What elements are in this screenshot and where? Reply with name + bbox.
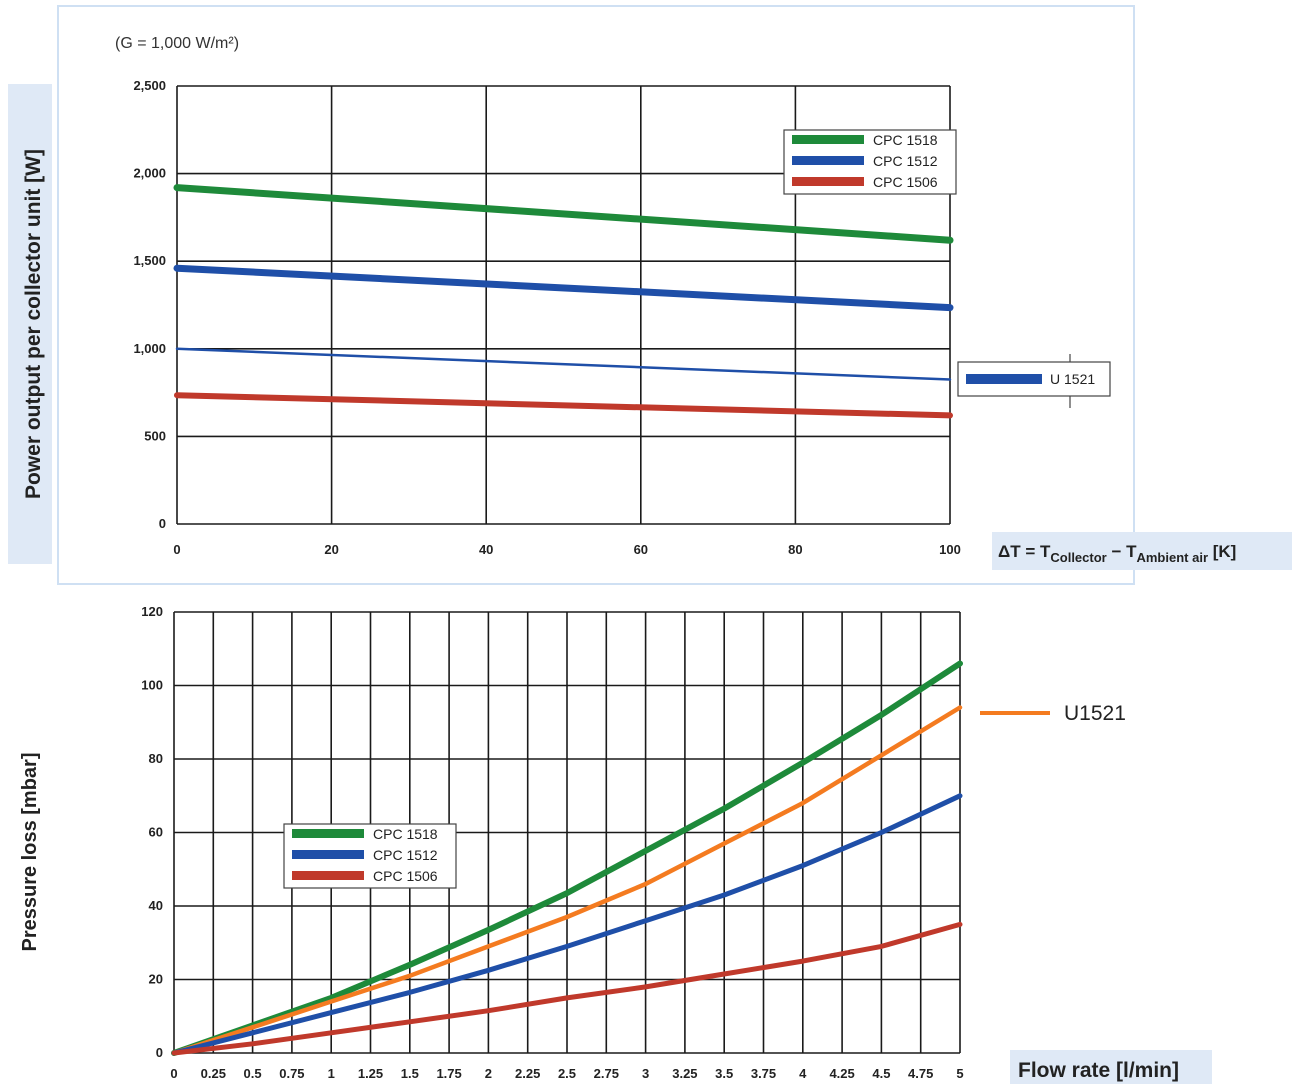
series-line-cpc-1506 bbox=[174, 392, 953, 419]
top-panel-frame bbox=[57, 5, 1135, 585]
y-tick-label: 60 bbox=[149, 825, 163, 840]
top-ylabel-bg bbox=[8, 84, 52, 564]
top-xlabel-bg bbox=[992, 532, 1292, 570]
series-line-u-1521 bbox=[175, 347, 952, 381]
x-tick-label: 2 bbox=[485, 1066, 492, 1081]
x-tick-label: 0.25 bbox=[201, 1066, 226, 1081]
x-tick-label: 1.5 bbox=[401, 1066, 419, 1081]
y-tick-label: 2,500 bbox=[133, 78, 166, 93]
y-tick-label: 1,000 bbox=[133, 341, 166, 356]
legend-swatch-cpc1512 bbox=[792, 156, 864, 165]
x-tick-label: 4.5 bbox=[872, 1066, 890, 1081]
power-output-chart: (G = 1,000 W/m²) 0 20 40 60 80 100 0 500 1,000 1,… bbox=[8, 5, 1292, 585]
y-tick-label: 2,000 bbox=[133, 166, 166, 181]
x-tick-label: 0.75 bbox=[279, 1066, 304, 1081]
legend-swatch-u1521 bbox=[966, 374, 1042, 384]
legend-label-u1521: U 1521 bbox=[1050, 371, 1095, 387]
legend-swatch-cpc1518 bbox=[792, 135, 864, 144]
legend-label-cpc1506: CPC 1506 bbox=[873, 174, 938, 190]
series-line-u1521 bbox=[171, 705, 963, 1056]
bottom-series-group bbox=[171, 660, 963, 1056]
bottom-legend: CPC 1518 CPC 1512 CPC 1506 bbox=[283, 823, 457, 889]
top-legend: CPC 1518 CPC 1512 CPC 1506 bbox=[783, 129, 957, 195]
x-tick-label: 4.75 bbox=[908, 1066, 933, 1081]
x-tick-label: 3.75 bbox=[751, 1066, 776, 1081]
legend2-label-u1521: U1521 bbox=[1064, 702, 1126, 725]
x-tick-label: 3.25 bbox=[672, 1066, 697, 1081]
pressure-loss-chart: 0 0.25 0.5 0.75 1 1.25 1.5 1.75 2 2.25 2.5 2.75 3 3.2… bbox=[19, 604, 1212, 1084]
legend-label-cpc1518: CPC 1518 bbox=[873, 132, 938, 148]
legend2-label-cpc1518: CPC 1518 bbox=[373, 826, 438, 842]
y-tick-label: 80 bbox=[149, 751, 163, 766]
bottom-tick-labels: 0 0.25 0.5 0.75 1 1.25 1.5 1.75 2 2.25 2.5 2.75 3 3.2… bbox=[141, 604, 963, 1081]
x-tick-label: 4 bbox=[799, 1066, 807, 1081]
series-line-cpc-1512 bbox=[171, 793, 963, 1056]
x-tick-label: 5 bbox=[956, 1066, 963, 1081]
legend2-label-cpc1506: CPC 1506 bbox=[373, 868, 438, 884]
legend-swatch-cpc1506 bbox=[792, 177, 864, 186]
x-tick-label: 20 bbox=[324, 542, 338, 557]
series-line-cpc-1518 bbox=[171, 660, 963, 1056]
x-tick-label: 0 bbox=[173, 542, 180, 557]
x-tick-label: 2.75 bbox=[594, 1066, 619, 1081]
x-tick-label: 100 bbox=[939, 542, 961, 557]
bottom-legend-u1521: U1521 bbox=[980, 702, 1126, 725]
x-tick-label: 40 bbox=[479, 542, 493, 557]
y-tick-label: 0 bbox=[159, 516, 166, 531]
y-tick-label: 120 bbox=[141, 604, 163, 619]
top-tick-labels: 0 20 40 60 80 100 0 500 1,000 1,500 2,000 2,500 bbox=[133, 78, 960, 557]
x-tick-label: 4.25 bbox=[829, 1066, 854, 1081]
top-y-axis-title: Power output per collector unit [W] bbox=[22, 149, 45, 499]
y-tick-label: 20 bbox=[149, 972, 163, 987]
legend2-swatch-cpc1512 bbox=[292, 850, 364, 859]
top-series-group bbox=[173, 184, 954, 419]
y-tick-label: 500 bbox=[144, 428, 166, 443]
x-tick-label: 60 bbox=[634, 542, 648, 557]
x-tick-label: 1 bbox=[328, 1066, 335, 1081]
top-x-axis-title: ΔT = TCollector − TAmbient air [K] bbox=[998, 542, 1236, 565]
bottom-x-axis-title: Flow rate [l/min] bbox=[1018, 1059, 1179, 1082]
legend-label-cpc1512: CPC 1512 bbox=[873, 153, 938, 169]
y-tick-label: 100 bbox=[141, 678, 163, 693]
legend2-swatch-cpc1518 bbox=[292, 829, 364, 838]
y-tick-label: 1,500 bbox=[133, 253, 166, 268]
legend2-swatch-cpc1506 bbox=[292, 871, 364, 880]
y-tick-label: 0 bbox=[156, 1045, 163, 1060]
irradiance-note: (G = 1,000 W/m²) bbox=[115, 35, 239, 52]
y-tick-label: 40 bbox=[149, 898, 163, 913]
top-legend-u1521: U 1521 bbox=[957, 354, 1111, 408]
bottom-xlabel-bg bbox=[1010, 1050, 1212, 1084]
x-tick-label: 1.25 bbox=[358, 1066, 383, 1081]
bottom-y-axis-title: Pressure loss [mbar] bbox=[19, 753, 41, 952]
x-tick-label: 3.5 bbox=[715, 1066, 733, 1081]
x-tick-label: 1.75 bbox=[436, 1066, 461, 1081]
x-tick-label: 0 bbox=[170, 1066, 177, 1081]
bottom-grid bbox=[173, 611, 961, 1054]
x-tick-label: 80 bbox=[788, 542, 802, 557]
x-tick-label: 0.5 bbox=[244, 1066, 262, 1081]
series-line-cpc-1518 bbox=[173, 184, 954, 244]
x-tick-label: 3 bbox=[642, 1066, 649, 1081]
series-line-cpc-1506 bbox=[171, 921, 963, 1056]
x-tick-label: 2.25 bbox=[515, 1066, 540, 1081]
series-line-cpc-1512 bbox=[173, 264, 954, 312]
x-tick-label: 2.5 bbox=[558, 1066, 576, 1081]
legend2-label-cpc1512: CPC 1512 bbox=[373, 847, 438, 863]
